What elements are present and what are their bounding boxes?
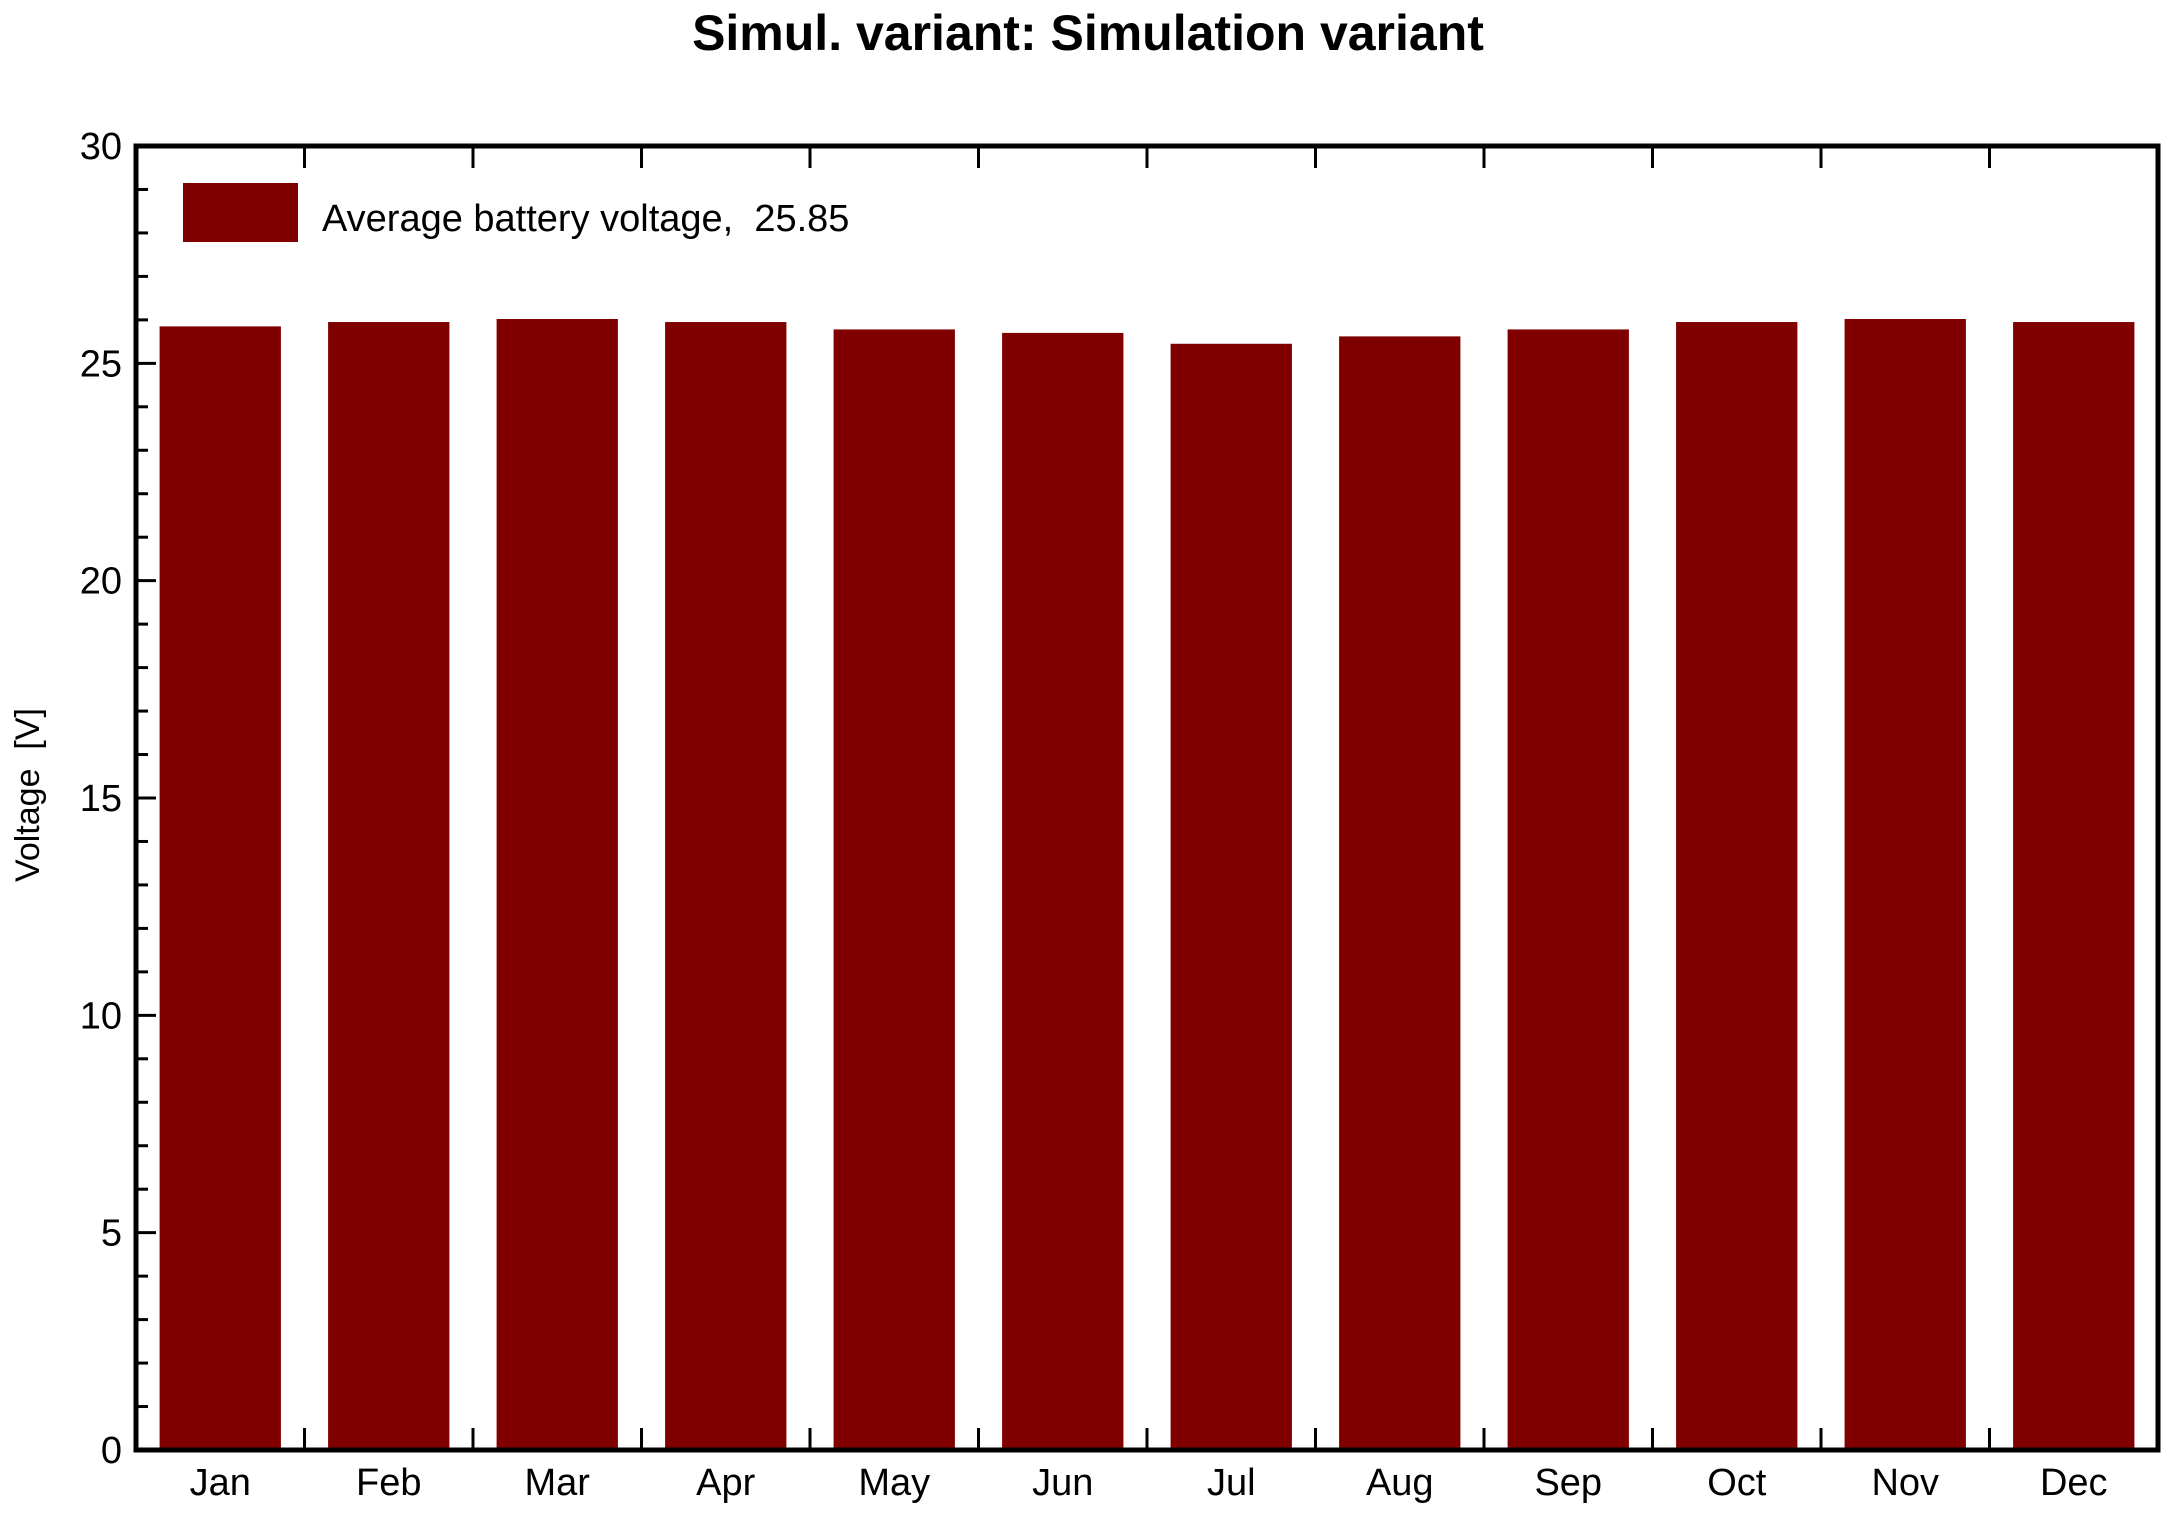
x-tick-label-may: May [858, 1462, 930, 1504]
bar-jun [1002, 332, 1124, 1450]
x-tick-label-jul: Jul [1207, 1462, 1256, 1504]
x-tick-label-jun: Jun [1032, 1462, 1093, 1504]
x-tick-label-jan: Jan [190, 1462, 251, 1504]
x-tick-label-apr: Apr [696, 1462, 755, 1504]
bar-may [833, 329, 955, 1451]
bar-jan [159, 326, 281, 1450]
y-tick-label: 15 [80, 778, 122, 820]
legend-swatch [183, 183, 298, 242]
legend-label: Average battery voltage, 25.85 [322, 198, 849, 240]
bar-sep [1507, 329, 1629, 1451]
bar-nov [1844, 319, 1966, 1450]
chart-title: Simul. variant: Simulation variant [692, 5, 1484, 61]
bars-layer [159, 319, 2135, 1451]
y-axis-label: Voltage [V] [9, 708, 47, 882]
bar-dec [2013, 322, 2135, 1450]
x-tick-label-nov: Nov [1871, 1462, 1939, 1504]
bar-mar [496, 319, 618, 1450]
y-tick-label: 20 [80, 561, 122, 603]
x-tick-label-aug: Aug [1366, 1462, 1434, 1504]
y-tick-label: 25 [80, 343, 122, 385]
y-tick-label: 10 [80, 995, 122, 1037]
axes-layer: 0 5 10 15 20 25 30 Jan Feb Mar Apr May Jun Jul Aug Sep O… [80, 126, 2161, 1504]
bar-apr [665, 322, 787, 1450]
x-tick-label-mar: Mar [525, 1462, 591, 1504]
y-tick-label: 5 [101, 1213, 122, 1255]
legend: Average battery voltage, 25.85 [183, 183, 849, 242]
y-tick-label: 30 [80, 126, 122, 168]
bar-oct [1676, 322, 1798, 1450]
y-tick-label: 0 [101, 1430, 122, 1472]
bar-feb [328, 322, 450, 1450]
bar-aug [1339, 336, 1461, 1450]
x-tick-label-feb: Feb [356, 1462, 421, 1504]
bar-jul [1170, 343, 1292, 1450]
x-tick-label-dec: Dec [2040, 1462, 2108, 1504]
x-tick-label-oct: Oct [1707, 1462, 1767, 1504]
x-tick-label-sep: Sep [1534, 1462, 1602, 1504]
